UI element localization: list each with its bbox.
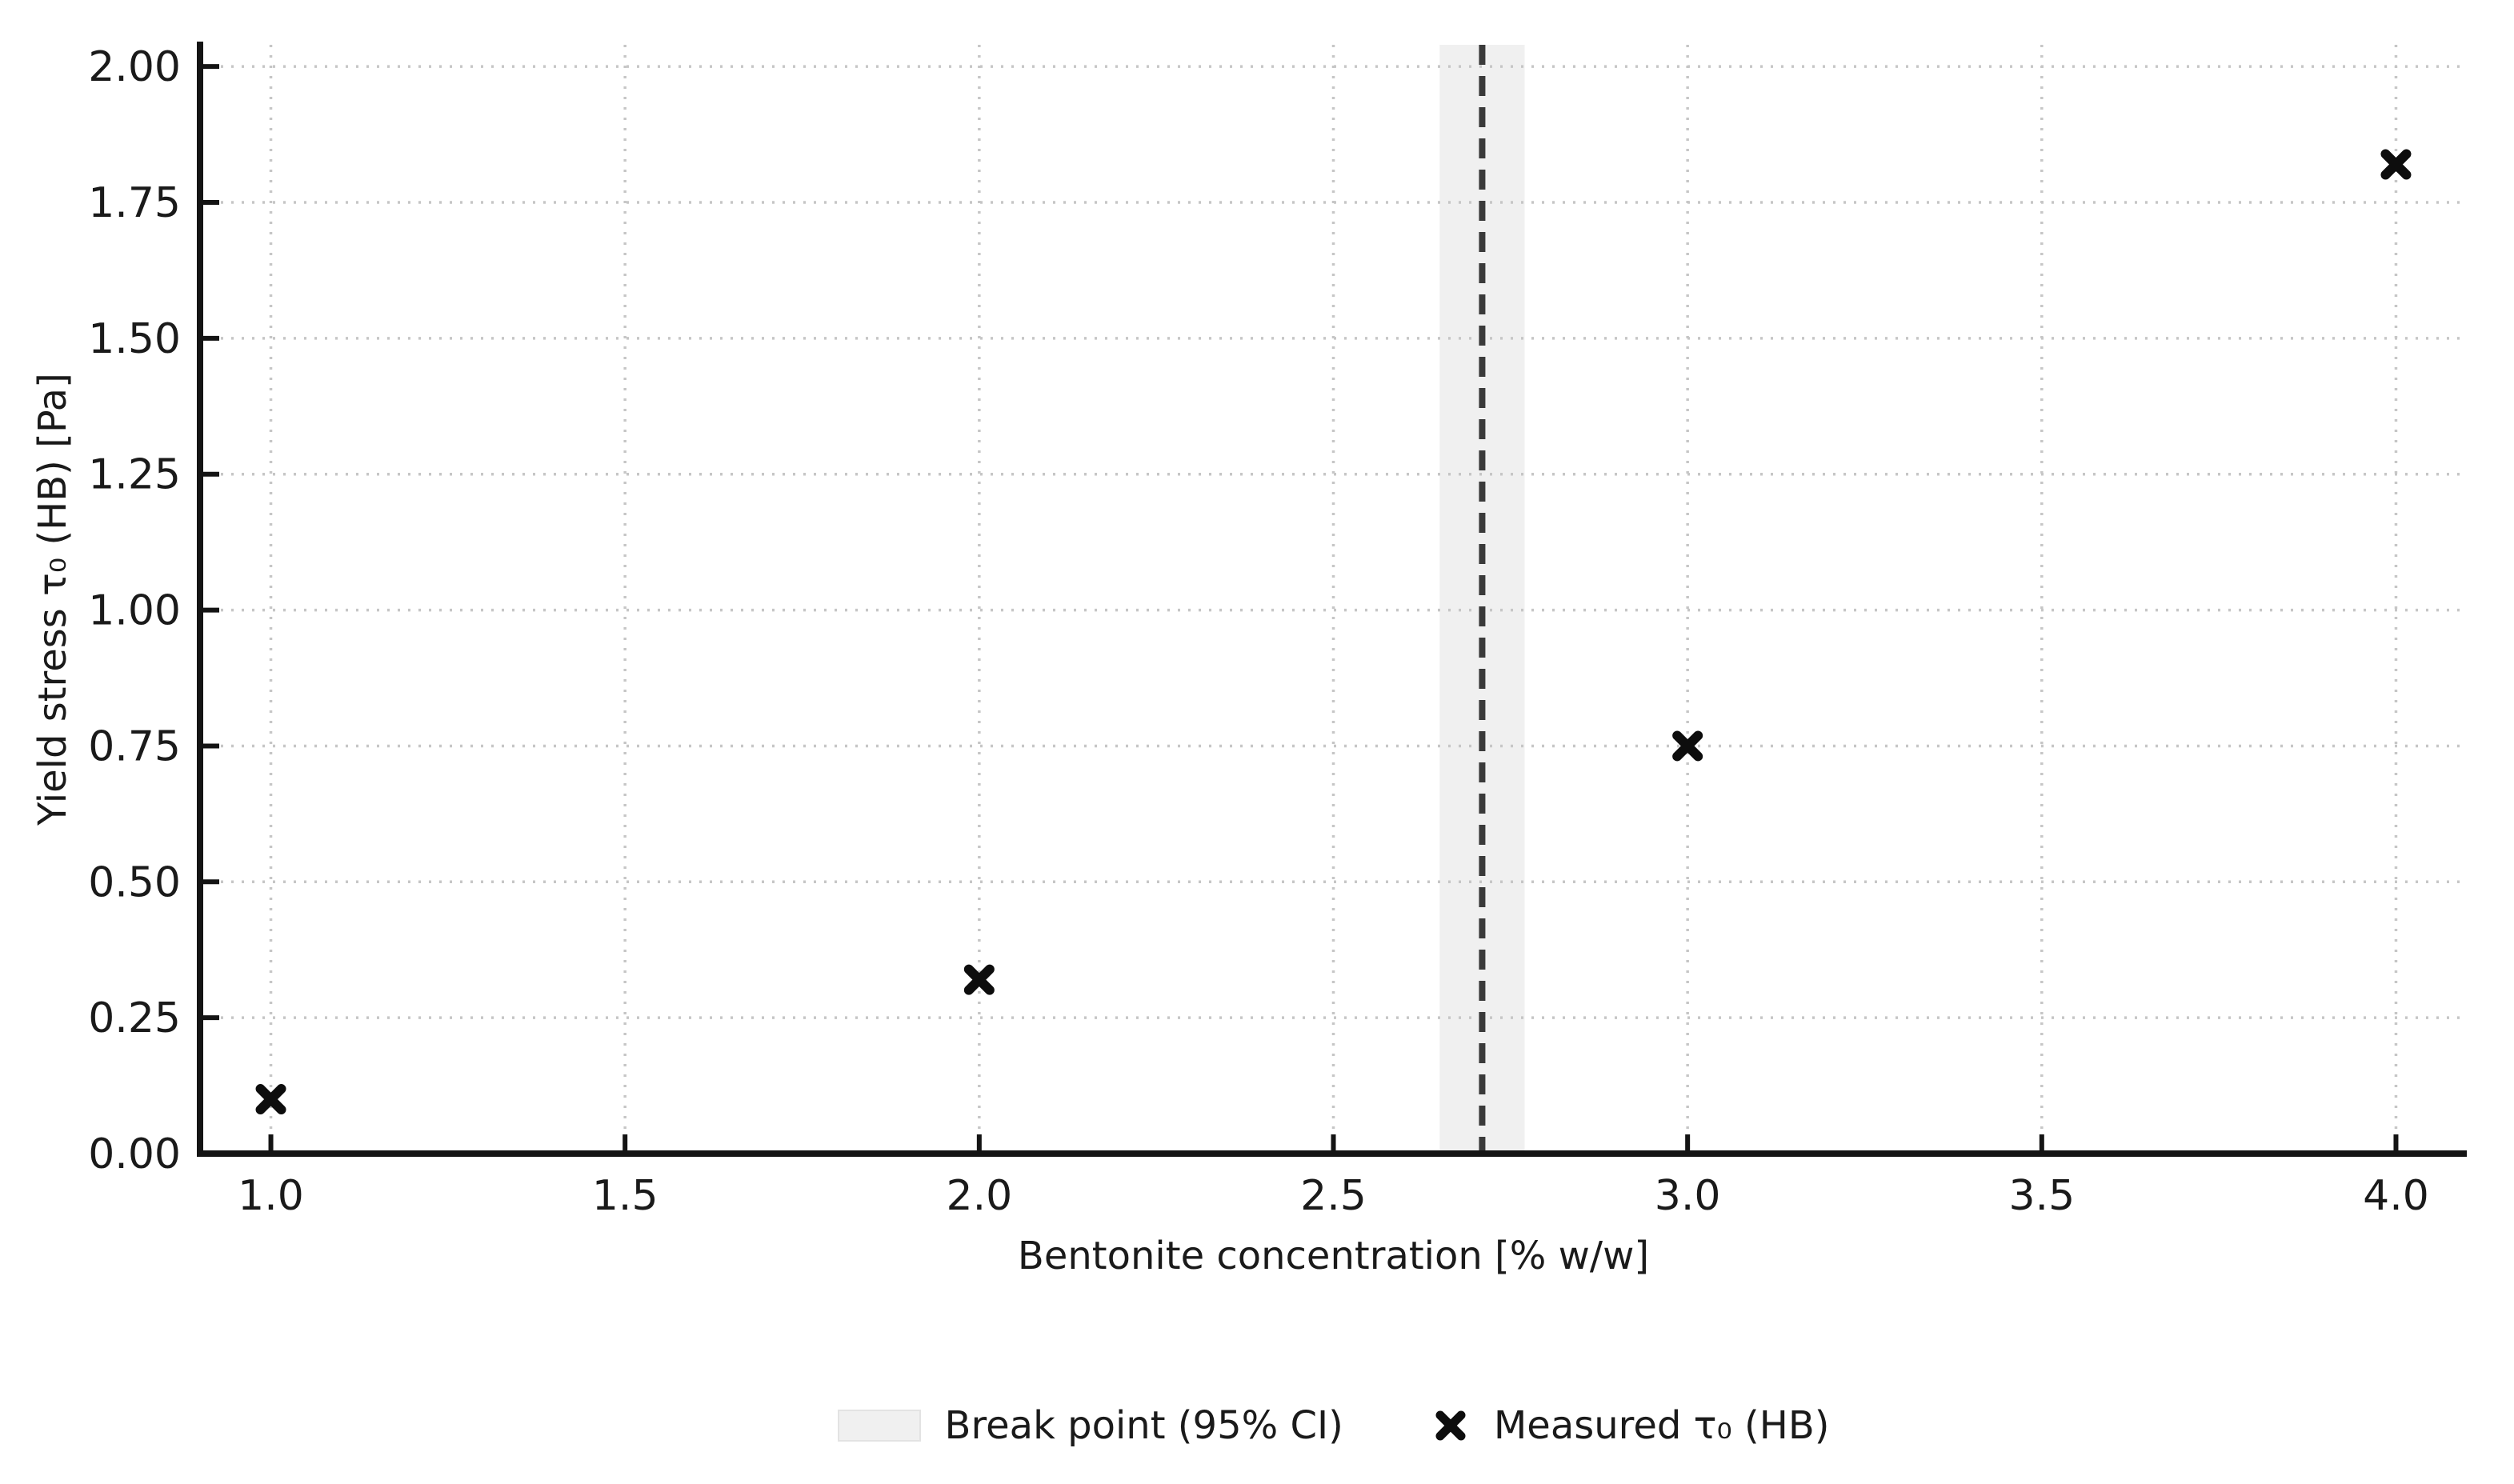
data-point-marker — [1672, 730, 1703, 762]
legend-label-measured: Measured τ₀ (HB) — [1493, 1402, 1830, 1448]
y-tick-label: 0.50 — [88, 858, 181, 906]
x-tick-label: 3.0 — [1655, 1172, 1721, 1220]
data-point-marker — [2380, 149, 2412, 180]
legend-item-break-point: Break point (95% CI) — [837, 1402, 1343, 1448]
legend: Break point (95% CI) Measured τ₀ (HB) — [200, 1395, 2467, 1456]
x-tick-label: 4.0 — [2363, 1172, 2429, 1220]
data-point-marker — [963, 964, 995, 995]
x-tick-label: 1.5 — [592, 1172, 659, 1220]
ci-band-swatch — [837, 1409, 921, 1442]
x-tick-label: 1.0 — [238, 1172, 304, 1220]
y-tick-label: 0.75 — [88, 722, 181, 770]
y-tick-label: 1.25 — [88, 451, 181, 499]
x-tick-label: 2.5 — [1300, 1172, 1367, 1220]
y-tick-label: 1.75 — [88, 179, 181, 227]
data-point-marker — [255, 1084, 286, 1115]
y-tick-label: 0.00 — [88, 1130, 181, 1178]
y-axis-label: Yield stress τ₀ (HB) [Pa] — [30, 373, 75, 826]
y-tick-label: 1.50 — [88, 315, 181, 363]
y-tick-label: 0.25 — [88, 994, 181, 1042]
y-tick-label: 2.00 — [88, 43, 181, 91]
x-tick-label: 3.5 — [2008, 1172, 2075, 1220]
x-marker-icon — [1435, 1410, 1466, 1441]
x-axis-label: Bentonite concentration [% w/w] — [1018, 1234, 1649, 1278]
legend-item-measured: Measured τ₀ (HB) — [1431, 1402, 1830, 1448]
x-tick-label: 2.0 — [946, 1172, 1012, 1220]
legend-label-break-point: Break point (95% CI) — [944, 1402, 1343, 1448]
y-tick-label: 1.00 — [88, 587, 181, 635]
